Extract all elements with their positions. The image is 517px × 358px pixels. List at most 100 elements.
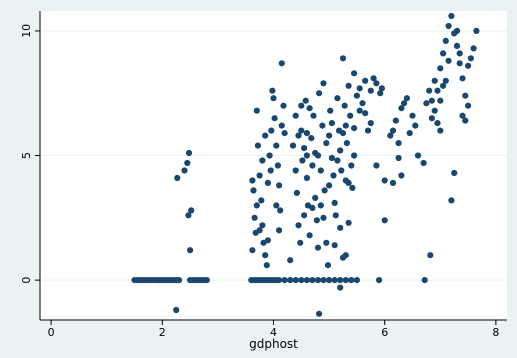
data-point <box>273 142 280 149</box>
data-point <box>266 152 273 159</box>
data-point <box>431 77 438 84</box>
data-point <box>298 277 305 284</box>
data-point <box>278 60 285 67</box>
data-point <box>320 80 327 87</box>
data-point <box>440 50 447 57</box>
data-point <box>337 224 344 231</box>
data-point <box>345 219 352 226</box>
data-point <box>303 152 310 159</box>
data-point <box>249 177 256 184</box>
data-point <box>281 130 288 137</box>
data-point <box>339 55 347 62</box>
data-point <box>334 95 341 102</box>
data-point <box>249 247 256 254</box>
data-point <box>253 202 260 209</box>
data-point <box>356 107 363 114</box>
data-point <box>256 227 263 234</box>
data-point <box>301 145 308 152</box>
data-point <box>364 127 372 134</box>
data-point <box>453 27 461 34</box>
data-point <box>259 222 266 229</box>
data-point <box>299 157 306 164</box>
x-axis-label: gdphost <box>249 337 298 351</box>
data-point <box>473 27 480 34</box>
data-point <box>328 120 335 127</box>
data-point <box>262 132 269 139</box>
data-point <box>420 159 427 167</box>
data-point <box>293 189 300 196</box>
data-point <box>319 122 326 129</box>
data-point <box>448 12 455 20</box>
data-point <box>456 50 463 57</box>
data-point <box>467 55 474 62</box>
data-point <box>280 102 287 109</box>
data-point <box>398 172 405 179</box>
data-point <box>295 132 302 139</box>
data-point <box>437 65 444 72</box>
data-point <box>389 127 397 134</box>
data-point <box>310 112 317 119</box>
data-point <box>395 154 402 162</box>
data-point <box>337 277 344 284</box>
data-point <box>323 239 330 246</box>
data-point <box>314 244 322 251</box>
data-point <box>250 187 257 194</box>
data-point <box>381 217 388 224</box>
data-point <box>414 152 422 159</box>
data-point <box>320 277 327 284</box>
data-point <box>448 197 455 204</box>
data-point <box>349 184 356 191</box>
data-point <box>431 107 438 114</box>
data-point <box>337 147 344 154</box>
data-point <box>181 167 188 174</box>
data-point <box>331 199 338 206</box>
data-point <box>406 130 413 137</box>
data-point <box>317 167 324 174</box>
data-point <box>254 142 261 149</box>
data-point <box>174 174 181 182</box>
data-point <box>342 277 349 284</box>
data-point <box>330 172 337 179</box>
data-point <box>303 130 310 137</box>
plot-area <box>40 11 507 320</box>
data-point <box>289 142 297 149</box>
data-point <box>392 117 399 124</box>
data-point <box>278 122 285 129</box>
data-point <box>287 277 294 284</box>
data-point <box>387 132 394 139</box>
y-axis: 0 5 10 <box>20 11 41 320</box>
data-point <box>362 77 369 84</box>
data-point <box>297 239 304 246</box>
data-point <box>359 100 366 107</box>
data-point <box>270 95 277 102</box>
data-point <box>185 149 193 157</box>
data-point <box>262 252 269 259</box>
data-point <box>381 177 388 184</box>
data-point <box>459 112 466 119</box>
data-point <box>203 277 210 284</box>
data-point <box>326 277 333 284</box>
data-point <box>271 115 278 122</box>
data-point <box>342 252 349 259</box>
data-point <box>287 257 294 264</box>
x-axis: 0 2 4 6 8 <box>40 319 507 339</box>
data-point <box>462 92 469 99</box>
data-point <box>308 135 315 142</box>
data-point <box>292 167 299 174</box>
data-point <box>327 107 334 114</box>
data-point <box>185 212 192 219</box>
data-point <box>313 217 320 224</box>
data-point <box>312 194 319 201</box>
data-point <box>345 82 352 89</box>
data-point <box>334 157 341 164</box>
data-point <box>173 306 180 314</box>
y-tick-label: 0 <box>20 277 33 284</box>
data-point <box>328 154 335 162</box>
data-point <box>303 277 310 284</box>
data-point <box>292 277 299 284</box>
data-point <box>351 152 358 159</box>
data-point <box>263 262 270 269</box>
data-point <box>456 60 463 67</box>
data-point <box>403 95 410 102</box>
